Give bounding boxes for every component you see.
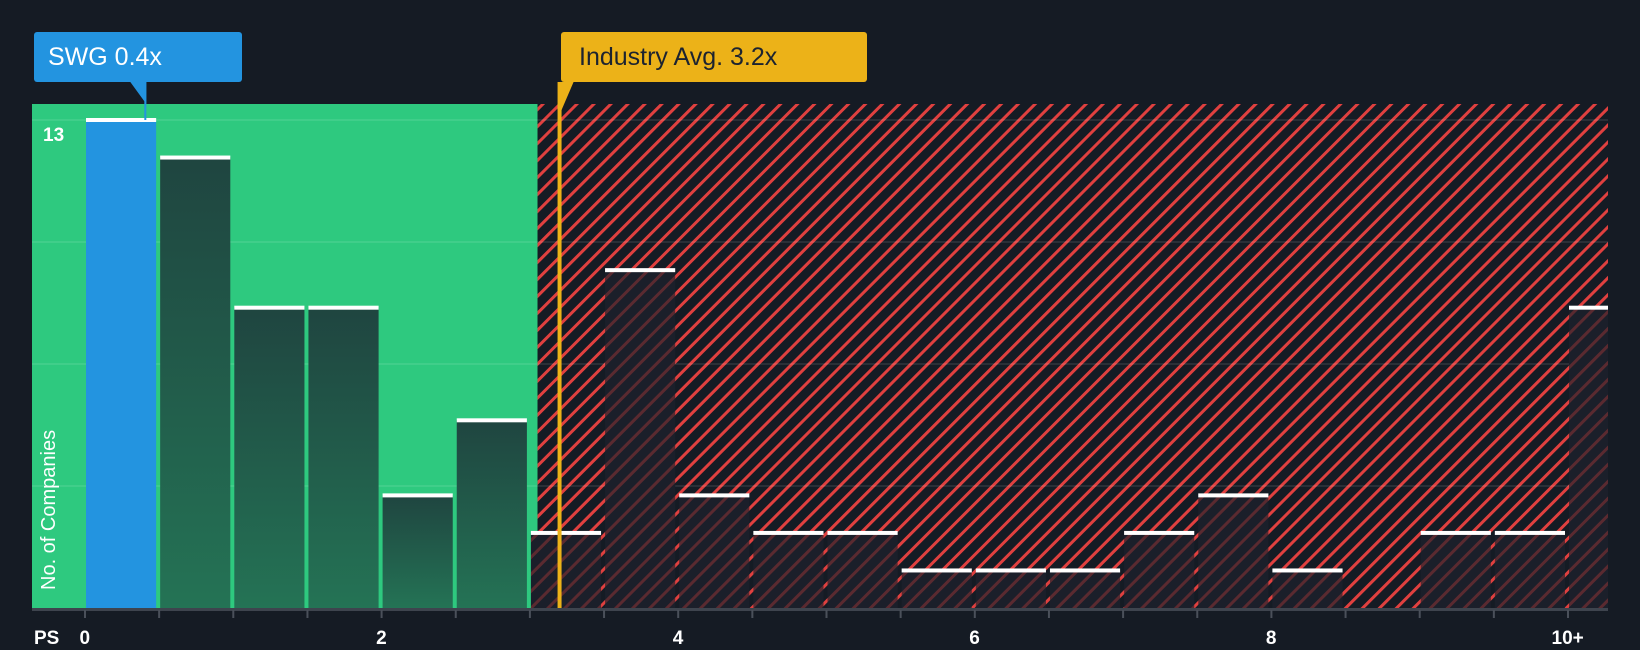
histogram-bars	[86, 118, 1608, 609]
bar-cap	[679, 493, 750, 498]
company-callout: SWG 0.4x	[34, 32, 242, 82]
bar-cap	[1198, 493, 1269, 498]
bar-cap	[753, 530, 824, 535]
x-tick-label: 6	[969, 628, 980, 649]
company-marker-line	[144, 82, 147, 120]
histogram-bar	[160, 157, 231, 609]
x-axis-tick	[677, 610, 680, 618]
histogram-bar	[1049, 570, 1121, 608]
bar-cap	[382, 493, 453, 498]
x-axis-tick	[232, 610, 235, 618]
x-axis-tick	[380, 610, 383, 618]
bar-cap	[605, 268, 676, 273]
bar-cap	[1420, 530, 1491, 535]
bar-cap	[308, 305, 379, 310]
x-axis-tick	[603, 610, 606, 618]
x-tick-label: 0	[79, 628, 91, 649]
histogram-bar	[1420, 532, 1491, 608]
x-axis-line	[32, 608, 1608, 611]
bar-cap	[1494, 530, 1565, 535]
x-axis-tick	[825, 610, 828, 618]
bar-cap	[1272, 568, 1343, 573]
x-tick-label: 2	[376, 628, 387, 649]
histogram-bar	[234, 307, 305, 608]
bar-cap	[86, 118, 157, 122]
histogram-bar	[753, 532, 824, 608]
histogram-bar	[605, 270, 676, 608]
bar-cap	[1049, 568, 1121, 573]
x-axis-tick	[751, 610, 754, 618]
histogram-bar	[1494, 532, 1565, 608]
histogram-bar	[1124, 532, 1195, 608]
x-axis	[32, 608, 1608, 618]
x-axis-title: PS	[34, 628, 60, 649]
histogram-bar	[679, 495, 750, 608]
histogram-bar	[86, 120, 157, 608]
bar-cap	[827, 530, 898, 535]
histogram-bar	[901, 570, 972, 608]
histogram-bar	[1569, 307, 1608, 608]
x-axis-tick	[158, 610, 161, 618]
histogram-bar	[530, 532, 602, 608]
x-tick-label: 10+	[1551, 628, 1584, 649]
x-axis-tick	[1196, 610, 1199, 618]
bar-cap	[975, 568, 1046, 573]
histogram-bar	[382, 495, 453, 608]
x-axis-tick	[454, 610, 457, 618]
bar-cap	[160, 155, 231, 160]
x-axis-tick	[1418, 610, 1421, 618]
x-axis-tick	[1122, 610, 1125, 618]
company-callout-label: SWG 0.4x	[48, 43, 162, 71]
x-axis-tick	[84, 610, 86, 618]
x-axis-tick	[306, 610, 309, 618]
x-axis-tick	[1270, 610, 1273, 618]
industry-callout-pointer	[557, 82, 574, 110]
company-callout-pointer	[130, 82, 147, 104]
bar-cap	[456, 418, 527, 423]
histogram-bar	[975, 570, 1046, 608]
x-axis-tick	[1567, 610, 1569, 618]
x-axis-tick	[528, 610, 531, 618]
bar-cap	[1569, 305, 1608, 310]
x-axis-tick	[1492, 610, 1495, 618]
industry-callout-label: Industry Avg. 3.2x	[579, 43, 778, 71]
industry-avg-callout: Industry Avg. 3.2x	[561, 32, 867, 82]
x-axis-tick	[1344, 610, 1347, 618]
x-axis-tick	[899, 610, 902, 618]
histogram-bar	[1272, 570, 1343, 608]
bar-cap	[901, 568, 972, 573]
histogram-bar	[308, 307, 379, 608]
bar-cap	[530, 530, 602, 535]
y-axis-max-label: 13	[43, 125, 65, 146]
histogram-bar	[1198, 495, 1269, 608]
histogram-bar	[456, 420, 527, 608]
industry-avg-line	[557, 104, 562, 608]
x-axis-tick	[973, 610, 976, 618]
histogram-bar	[827, 532, 898, 608]
x-tick-label: 4	[672, 628, 684, 649]
x-axis-tick	[1047, 610, 1050, 618]
bar-cap	[1124, 530, 1195, 535]
y-axis-title: No. of Companies	[38, 429, 60, 590]
bar-cap	[234, 305, 305, 310]
markers	[130, 82, 574, 608]
x-tick-label: 8	[1265, 628, 1277, 649]
